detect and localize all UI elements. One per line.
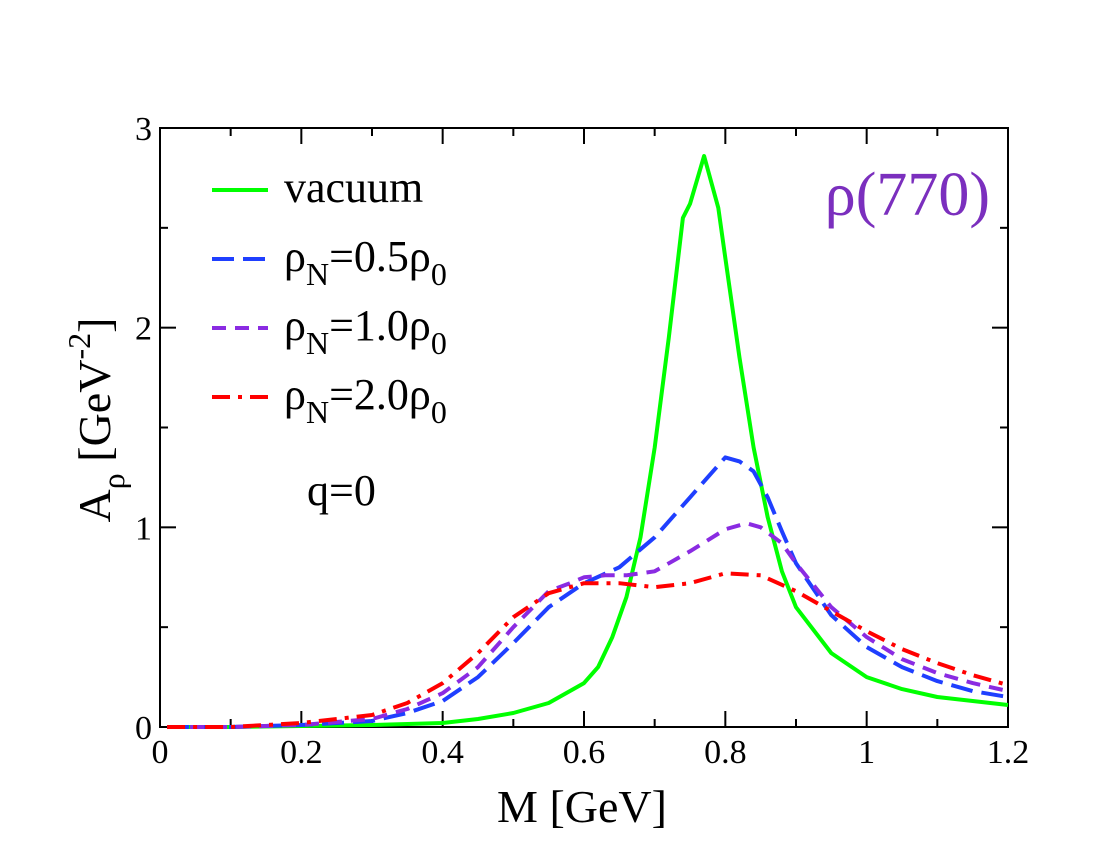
x-tick-label: 1.2 (987, 734, 1030, 771)
y-tick-label: 1 (135, 510, 152, 547)
series-line-3 (167, 521, 1009, 729)
x-tick-label: 0 (152, 734, 169, 771)
y-tick-label: 0 (135, 710, 152, 747)
legend-label-4: ρN=2.0ρ0 (284, 370, 447, 430)
x-tick-label: 0.2 (280, 734, 323, 771)
series-line-2 (167, 455, 1009, 729)
svg-text:Aρ [GeV-2]: Aρ [GeV-2] (61, 318, 131, 523)
x-tick-label: 0.4 (421, 734, 464, 771)
y-tick-label: 3 (135, 111, 152, 148)
y-axis-label-sub: ρ (95, 473, 131, 489)
ticks: 0 0.2 0.4 0.6 0.8 1 1.2 0 1 2 3 (135, 111, 1029, 771)
y-axis-label-unit-exponent: -2 (61, 333, 97, 360)
chart-title: ρ(770) (825, 161, 990, 229)
y-axis-label-unit-close: ] (69, 318, 120, 333)
legend-label-2: ρN=0.5ρ0 (284, 232, 447, 292)
legend-label-3: ρN=1.0ρ0 (284, 301, 447, 361)
x-axis-label: M [GeV] (497, 781, 667, 832)
x-tick-label: 0.6 (563, 734, 606, 771)
y-axis-label-base: A (69, 489, 120, 522)
annotation-q: q=0 (307, 466, 376, 515)
x-tick-label: 0.8 (704, 734, 747, 771)
series-line-4 (167, 571, 1009, 729)
y-tick-label: 2 (135, 311, 152, 348)
legend: vacuum ρN=0.5ρ0 ρN=1.0ρ0 ρN=2.0ρ0 (212, 163, 447, 430)
y-axis-label-unit: [GeV (69, 360, 120, 462)
legend-label-1: vacuum (284, 163, 423, 212)
series-lines (167, 154, 1009, 729)
y-axis-label: Aρ [GeV-2] (61, 318, 131, 523)
series-line-1 (167, 154, 1009, 729)
x-tick-label: 1 (858, 734, 875, 771)
